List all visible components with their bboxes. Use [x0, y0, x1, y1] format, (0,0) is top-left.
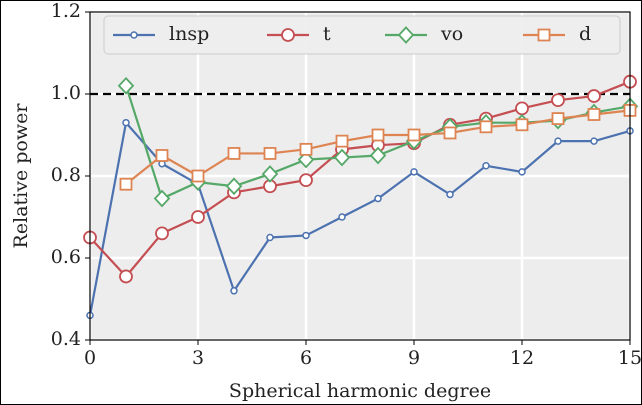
marker	[153, 189, 171, 208]
legend-label: d	[579, 23, 591, 45]
marker	[482, 162, 490, 170]
marker	[130, 31, 138, 39]
marker	[479, 120, 493, 134]
x-tick-label: 0	[84, 347, 96, 369]
y-axis-label: Relative power	[10, 103, 32, 249]
marker	[225, 177, 243, 196]
marker	[369, 146, 387, 165]
marker	[371, 128, 385, 142]
marker	[338, 213, 346, 221]
marker	[302, 231, 310, 240]
x-tick-label: 6	[300, 347, 312, 369]
marker	[515, 101, 529, 116]
marker	[297, 150, 315, 169]
marker	[407, 128, 421, 142]
marker	[119, 269, 133, 284]
marker	[266, 233, 274, 242]
y-tick-label: 0.6	[51, 246, 81, 268]
x-tick-label: 12	[510, 347, 534, 369]
marker	[155, 226, 169, 241]
series-line	[89, 80, 631, 279]
marker	[122, 118, 130, 127]
marker	[374, 194, 382, 203]
marker	[443, 126, 457, 140]
marker	[335, 134, 349, 148]
marker	[537, 28, 551, 42]
marker	[191, 210, 205, 224]
marker	[515, 118, 529, 132]
legend-label: lnsp	[169, 23, 209, 45]
marker	[299, 142, 313, 156]
marker	[227, 147, 241, 160]
marker	[551, 93, 565, 108]
marker	[261, 165, 279, 183]
marker	[230, 287, 238, 295]
marker	[587, 108, 601, 121]
x-tick-label: 9	[408, 347, 420, 369]
marker	[299, 173, 313, 188]
series-line	[88, 120, 631, 316]
y-tick-label: 0.8	[51, 164, 81, 186]
marker	[446, 190, 454, 199]
y-tick-label: 0.4	[51, 328, 81, 350]
x-tick-label: 3	[192, 347, 204, 369]
legend-label: vo	[440, 23, 463, 45]
y-tick-label: 1.2	[51, 0, 81, 22]
marker	[263, 147, 277, 160]
marker	[518, 168, 526, 176]
marker	[155, 149, 169, 162]
legend-label: t	[323, 23, 331, 45]
marker	[590, 137, 598, 145]
y-tick-label: 1.0	[51, 82, 81, 104]
marker	[587, 89, 601, 103]
marker	[554, 137, 562, 145]
x-tick-label: 15	[618, 347, 642, 369]
marker	[333, 148, 351, 167]
marker	[117, 76, 135, 95]
marker	[410, 168, 418, 176]
marker	[397, 26, 415, 44]
x-axis-label: Spherical harmonic degree	[229, 380, 491, 402]
marker	[119, 177, 133, 191]
marker	[191, 169, 205, 183]
legend-box	[103, 15, 621, 55]
marker	[551, 112, 565, 125]
marker	[281, 28, 295, 42]
